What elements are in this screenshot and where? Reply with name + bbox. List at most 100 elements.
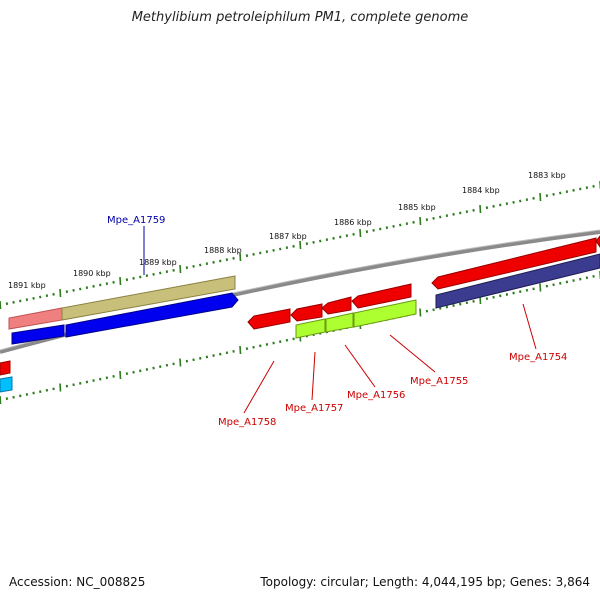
minor-tick xyxy=(499,203,502,207)
minor-tick xyxy=(219,259,222,263)
minor-tick xyxy=(525,288,529,292)
major-tick xyxy=(119,276,122,286)
minor-tick xyxy=(512,291,515,295)
minor-tick xyxy=(125,278,129,282)
minor-tick xyxy=(39,295,42,299)
minor-tick xyxy=(132,370,135,374)
minor-tick xyxy=(172,268,175,272)
minor-tick xyxy=(5,302,9,306)
minor-tick xyxy=(159,365,162,369)
gene-label-mpe-a1755[interactable]: Mpe_A1755 xyxy=(410,376,468,387)
minor-tick xyxy=(592,184,595,188)
major-tick xyxy=(239,252,242,262)
feature-cyan-left-edge xyxy=(0,376,13,393)
minor-tick xyxy=(172,362,175,366)
minor-tick xyxy=(165,270,169,274)
minor-tick xyxy=(199,263,202,267)
minor-tick xyxy=(445,305,449,309)
major-tick xyxy=(179,264,182,274)
minor-tick xyxy=(519,290,522,294)
minor-tick xyxy=(159,271,162,275)
minor-tick xyxy=(272,341,275,345)
minor-tick xyxy=(25,298,29,302)
minor-tick xyxy=(412,220,415,224)
minor-tick xyxy=(399,223,402,227)
minor-tick xyxy=(532,287,535,291)
minor-tick xyxy=(572,188,575,192)
kbp-label-1883: 1883 kbp xyxy=(528,171,566,180)
minor-tick xyxy=(519,199,522,203)
minor-tick xyxy=(565,280,569,284)
gene-label-mpe-a1757[interactable]: Mpe_A1757 xyxy=(285,403,343,414)
minor-tick xyxy=(465,210,469,214)
minor-tick xyxy=(259,251,262,255)
minor-tick xyxy=(125,372,129,376)
minor-tick xyxy=(439,306,442,310)
minor-tick xyxy=(32,296,35,300)
minor-tick xyxy=(352,232,355,236)
minor-tick xyxy=(19,299,22,303)
minor-tick xyxy=(212,260,215,264)
feature-blue-small xyxy=(11,324,65,345)
minor-tick xyxy=(265,343,269,346)
major-tick xyxy=(179,358,182,367)
map-title: Methylibium petroleiphilum PM1, complete… xyxy=(131,10,469,25)
minor-tick xyxy=(559,281,562,285)
kbp-label-1891: 1891 kbp xyxy=(8,281,46,290)
minor-tick xyxy=(279,247,282,251)
gene-label-mpe-a1754[interactable]: Mpe_A1754 xyxy=(509,352,567,363)
gene-label-mpe-a1756[interactable]: Mpe_A1756 xyxy=(347,390,405,401)
feature-navy xyxy=(435,253,600,309)
minor-tick xyxy=(192,358,195,362)
minor-tick xyxy=(392,224,395,228)
minor-tick xyxy=(145,274,149,278)
outer-tick-track xyxy=(0,181,600,310)
major-tick xyxy=(359,228,362,238)
minor-tick xyxy=(145,368,149,371)
minor-tick xyxy=(572,279,575,282)
minor-tick xyxy=(232,349,235,353)
minor-tick xyxy=(425,309,429,313)
minor-tick xyxy=(112,280,115,284)
feature-red-1758 xyxy=(247,308,291,330)
minor-tick xyxy=(205,262,209,266)
minor-tick xyxy=(405,222,409,226)
minor-tick xyxy=(99,283,102,287)
feature-red-1757 xyxy=(290,303,323,322)
minor-tick xyxy=(545,194,549,198)
minor-tick xyxy=(472,208,475,212)
minor-tick xyxy=(252,252,255,256)
major-tick xyxy=(419,216,422,226)
minor-tick xyxy=(325,238,329,242)
major-tick xyxy=(0,395,2,405)
feature-red-1754 xyxy=(431,237,597,290)
minor-tick xyxy=(579,277,582,281)
major-tick xyxy=(479,204,482,214)
kbp-label-1885: 1885 kbp xyxy=(398,203,436,212)
minor-tick xyxy=(585,186,589,190)
feature-pink xyxy=(8,307,63,330)
feature-lime-3 xyxy=(353,299,417,328)
minor-tick xyxy=(92,379,95,382)
feature-blue-large xyxy=(65,292,239,338)
kbp-label-1889: 1889 kbp xyxy=(139,258,177,267)
minor-tick xyxy=(19,394,22,398)
minor-tick xyxy=(285,246,289,250)
minor-tick xyxy=(579,187,582,191)
gene-label-mpe-a1759[interactable]: Mpe_A1759 xyxy=(107,215,165,226)
minor-tick xyxy=(565,190,569,194)
minor-tick xyxy=(365,230,369,234)
minor-tick xyxy=(339,235,342,239)
minor-tick xyxy=(52,387,55,391)
callout-1758 xyxy=(243,360,275,414)
minor-tick xyxy=(132,276,135,280)
minor-tick xyxy=(292,244,295,248)
minor-tick xyxy=(139,275,142,279)
feature-olive xyxy=(61,275,236,321)
gene-label-mpe-a1758[interactable]: Mpe_A1758 xyxy=(218,417,276,428)
major-tick xyxy=(299,240,302,250)
minor-tick xyxy=(425,218,429,222)
minor-tick xyxy=(205,355,209,359)
